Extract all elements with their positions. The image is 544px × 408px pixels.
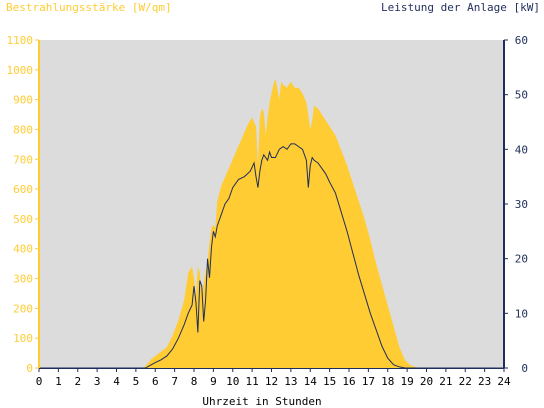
right-tick-label: 20 [515,253,528,266]
x-tick-label: 16 [342,375,355,388]
x-tick-label: 18 [381,375,394,388]
left-tick-label: 1100 [7,34,34,47]
left-tick-label: 900 [13,94,33,107]
x-tick-label: 17 [362,375,375,388]
left-tick-label: 400 [13,243,33,256]
right-axis-title: Leistung der Anlage [kW] [381,1,540,14]
x-tick-label: 6 [152,375,159,388]
x-tick-label: 14 [304,375,318,388]
left-tick-label: 200 [13,302,33,315]
irradiance-area [39,78,504,368]
x-tick-label: 11 [246,375,259,388]
x-tick-label: 21 [439,375,452,388]
x-tick-label: 0 [36,375,43,388]
right-tick-label: 50 [515,89,528,102]
right-tick-label: 10 [515,307,528,320]
x-tick-label: 4 [113,375,120,388]
x-tick-label: 12 [265,375,278,388]
x-tick-label: 7 [171,375,178,388]
left-tick-label: 500 [13,213,33,226]
left-tick-label: 0 [26,362,33,375]
left-tick-label: 1000 [7,64,34,77]
x-tick-label: 2 [74,375,81,388]
x-axis-title: Uhrzeit in Stunden [202,395,321,408]
x-tick-label: 10 [226,375,239,388]
left-tick-label: 800 [13,123,33,136]
left-tick-label: 100 [13,332,33,345]
right-tick-label: 40 [515,143,528,156]
x-tick-label: 15 [323,375,336,388]
left-tick-label: 700 [13,153,33,166]
x-tick-label: 5 [133,375,140,388]
right-tick-label: 30 [515,198,528,211]
x-tick-label: 13 [284,375,297,388]
x-tick-label: 3 [94,375,101,388]
right-tick-label: 60 [515,34,528,47]
x-tick-label: 1 [55,375,62,388]
x-tick-label: 22 [459,375,472,388]
x-tick-label: 23 [478,375,491,388]
left-tick-label: 300 [13,273,33,286]
power-line [39,143,504,369]
x-tick-label: 8 [191,375,198,388]
x-tick-label: 19 [401,375,414,388]
left-tick-label: 600 [13,183,33,196]
left-axis-title: Bestrahlungsstärke [W/qm] [6,1,172,14]
x-tick-label: 9 [210,375,217,388]
x-tick-label: 20 [420,375,433,388]
right-tick-label: 0 [521,362,528,375]
x-tick-label: 24 [497,375,511,388]
